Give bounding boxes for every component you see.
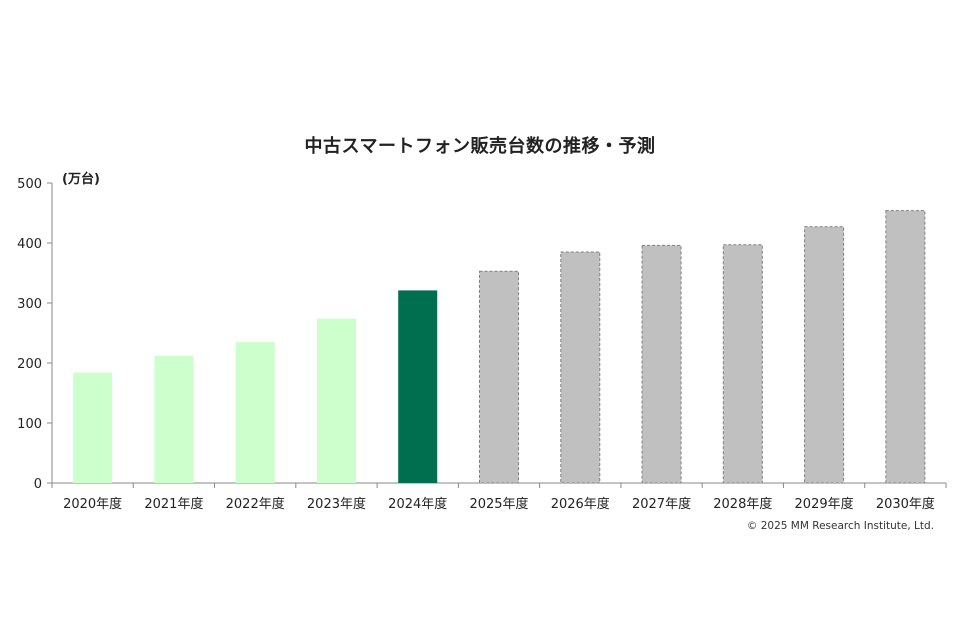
bars (73, 210, 926, 484)
y-tick-label: 400 (17, 237, 42, 252)
bar-2022年度 (235, 342, 275, 483)
y-tick-label: 200 (17, 357, 42, 372)
x-tick-label: 2025年度 (469, 496, 528, 512)
bar-2028年度 (722, 244, 763, 484)
y-tick-labels: 0 100 200 300 400 500 (17, 177, 42, 492)
chart-title: 中古スマートフォン販売台数の推移・予測 (304, 136, 656, 157)
y-axis-unit-label: (万台) (62, 172, 100, 187)
y-tick-label: 500 (17, 177, 42, 192)
bar-2020年度 (73, 372, 113, 483)
y-tick-label: 0 (34, 477, 42, 492)
x-tick-label: 2024年度 (388, 496, 447, 512)
x-tick-label: 2022年度 (226, 496, 285, 512)
x-tick-label: 2026年度 (551, 496, 610, 512)
y-tick-label: 100 (17, 417, 42, 432)
bar-2029年度 (804, 226, 845, 484)
x-tick-label: 2030年度 (876, 496, 935, 512)
x-tick-labels: 2020年度 2021年度 2022年度 2023年度 2024年度 2025年度 2026… (63, 496, 935, 512)
x-tick-label: 2020年度 (63, 496, 122, 512)
bar-2026年度 (560, 251, 601, 484)
bar-2025年度 (478, 270, 520, 484)
x-tick-label: 2023年度 (307, 496, 366, 512)
y-tick-label: 300 (17, 297, 42, 312)
x-tick-label: 2029年度 (795, 496, 854, 512)
x-tick-label: 2028年度 (713, 496, 772, 512)
x-tick-label: 2027年度 (632, 496, 691, 512)
bar-2021年度 (154, 355, 194, 483)
bar-2027年度 (641, 244, 682, 484)
x-tick-label: 2021年度 (144, 496, 203, 512)
bar-2024年度 (398, 290, 438, 483)
copyright-notice: © 2025 MM Research Institute, Ltd. (746, 520, 934, 532)
bar-2023年度 (316, 318, 356, 483)
bar-2030年度 (885, 210, 926, 484)
